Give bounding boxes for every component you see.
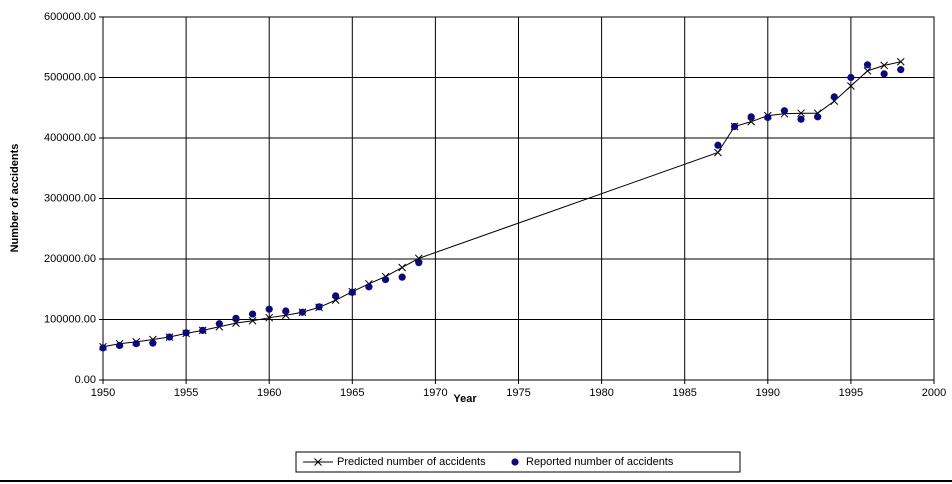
dot-marker — [282, 307, 290, 315]
dot-marker — [814, 113, 822, 121]
cross-marker — [896, 57, 905, 66]
x-tick-label: 1985 — [672, 387, 696, 399]
y-tick-label: 0.00 — [75, 374, 96, 386]
legend-label: Reported number of accidents — [526, 456, 674, 468]
dot-marker — [199, 326, 207, 334]
dot-marker — [116, 341, 124, 350]
dot-marker — [265, 305, 273, 313]
dot-marker — [830, 93, 838, 101]
cross-marker — [265, 313, 274, 322]
legend-marker — [511, 458, 519, 466]
dot-marker — [863, 61, 872, 69]
cross-marker — [797, 109, 805, 118]
cross-marker — [398, 263, 407, 272]
y-tick-label: 300000.00 — [44, 192, 96, 204]
x-tick-label: 1980 — [589, 387, 613, 399]
x-tick-label: 1955 — [174, 387, 198, 399]
legend-marker — [314, 458, 322, 466]
dot-marker — [182, 329, 190, 337]
dot-marker — [381, 275, 390, 284]
x-tick-label: 1975 — [506, 387, 530, 399]
y-tick-label: 400000.00 — [44, 132, 96, 144]
cross-marker — [714, 148, 722, 157]
dot-marker — [332, 292, 340, 300]
dot-marker — [132, 340, 140, 348]
dot-marker — [365, 283, 373, 291]
dot-marker — [315, 303, 323, 311]
dot-marker — [730, 122, 739, 131]
dot-marker — [232, 314, 240, 322]
dot-marker — [415, 259, 423, 267]
series-line — [102, 61, 901, 348]
cross-marker — [847, 82, 855, 90]
dot-marker — [747, 113, 755, 121]
cross-marker — [863, 66, 872, 75]
y-tick-label: 200000.00 — [44, 253, 96, 265]
dot-marker — [149, 339, 157, 347]
y-tick-label: 600000.00 — [44, 11, 96, 23]
x-tick-label: 1990 — [756, 387, 780, 399]
legend-box — [295, 451, 741, 473]
x-tick-label: 1965 — [340, 387, 364, 399]
dot-marker — [165, 333, 174, 341]
cross-marker — [880, 61, 888, 70]
dot-marker — [847, 73, 855, 82]
dot-marker — [714, 141, 722, 149]
legend-label: Predicted number of accidents — [337, 456, 486, 468]
y-axis-label: Number of accidents — [9, 144, 21, 253]
dot-marker — [99, 344, 107, 352]
dot-marker — [348, 288, 356, 296]
dot-marker — [398, 273, 406, 281]
dot-marker — [880, 70, 888, 78]
dot-marker — [780, 107, 789, 115]
x-tick-label: 1970 — [423, 387, 447, 399]
x-axis-label: Year — [453, 393, 477, 405]
x-tick-label: 2000 — [922, 387, 946, 399]
dot-marker — [298, 308, 307, 316]
dot-marker — [764, 113, 772, 122]
plot-frame — [102, 16, 935, 381]
y-tick-label: 100000.00 — [44, 313, 96, 325]
cross-marker — [248, 316, 257, 325]
dot-marker — [897, 66, 905, 74]
dot-marker — [215, 320, 223, 328]
x-tick-label: 1950 — [91, 387, 115, 399]
dot-marker — [797, 115, 805, 123]
y-tick-label: 500000.00 — [44, 71, 96, 83]
x-tick-label: 1960 — [257, 387, 281, 399]
dot-marker — [248, 310, 257, 318]
x-tick-label: 1995 — [839, 387, 863, 399]
